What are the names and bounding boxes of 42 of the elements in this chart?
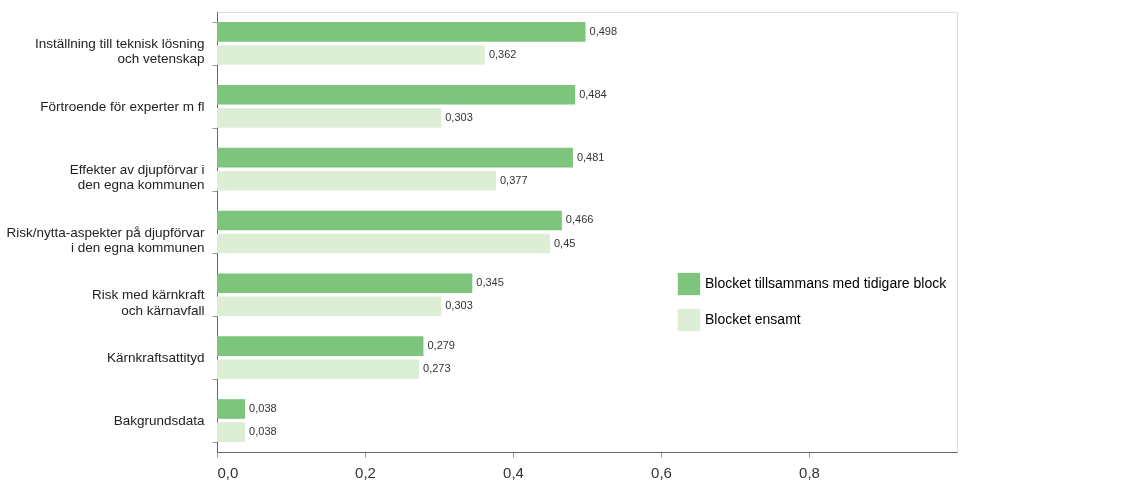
bar (217, 399, 246, 419)
data-label: 0,038 (249, 402, 277, 415)
y-tick-label: Risk/nytta-aspekter på djupförvar i den egna kommunen (6, 224, 205, 255)
x-tick-label: 0,6 (651, 463, 672, 481)
bar (217, 422, 246, 442)
x-tick-label: 0,2 (355, 463, 376, 481)
bar (217, 233, 550, 254)
data-label: 0,345 (476, 276, 504, 289)
data-label: 0,377 (499, 173, 528, 186)
data-label: 0,279 (427, 339, 455, 352)
bar (217, 22, 586, 42)
y-tick-label: Effekter av djupförvar i den egna kommunen (69, 161, 205, 193)
bar (217, 273, 473, 294)
data-label: 0,303 (445, 110, 473, 123)
y-tick-label: Risk med kärnkraft och kärnavfall (91, 287, 205, 318)
bar (217, 147, 573, 168)
bar (217, 108, 442, 128)
bar (217, 296, 442, 317)
data-label: 0,484 (579, 87, 607, 100)
y-tick-label: Bakgrundsdata (113, 413, 205, 429)
x-tick-label: 0,0 (217, 463, 239, 481)
data-label: 0,038 (249, 425, 277, 438)
bar (217, 210, 562, 231)
data-label: 0,45 (554, 236, 576, 249)
bar (217, 336, 424, 356)
bar (217, 359, 420, 380)
bar (217, 170, 496, 191)
data-label: 0,498 (589, 24, 618, 37)
bar (217, 45, 485, 65)
data-label: 0,273 (423, 362, 451, 375)
legend-label: Blocket tillsammans med tidigare block (705, 275, 948, 291)
bar (217, 84, 576, 105)
x-tick-label: 0,8 (799, 463, 820, 481)
y-tick-label: Kärnkraftsattityd (106, 350, 205, 366)
data-label: 0,362 (488, 47, 517, 60)
y-tick-label: Inställning till teknisk lösning och vetenskap (34, 35, 205, 67)
data-label: 0,466 (565, 213, 594, 226)
legend-label: Blocket ensamt (705, 311, 801, 327)
x-tick-label: 0,4 (503, 463, 524, 481)
data-label: 0,481 (576, 150, 605, 163)
y-tick-label: Förtroende för experter m fl (40, 98, 205, 114)
data-label: 0,303 (445, 299, 473, 312)
